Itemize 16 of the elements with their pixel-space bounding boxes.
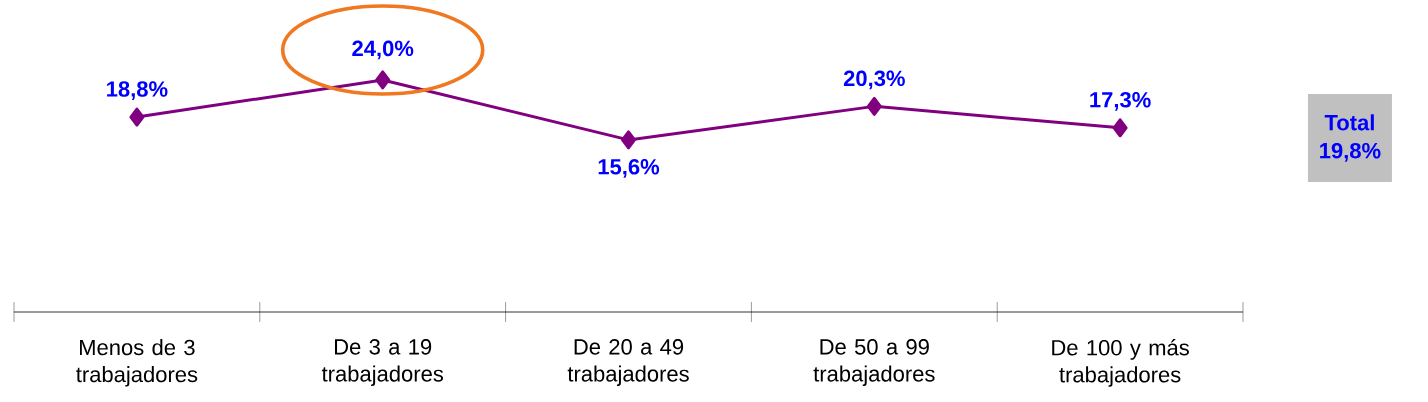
- data-label: 15,6%: [598, 159, 660, 178]
- data-label: 20,3%: [843, 70, 905, 90]
- point: [866, 96, 882, 116]
- x-tick-label: De 3 a 19 trabajadores: [321, 339, 444, 386]
- x-tick-label: De 100 y más trabajadores: [1052, 339, 1189, 387]
- point: [1112, 118, 1128, 138]
- data-label: 18,8%: [107, 81, 168, 101]
- text: Total 19,8%: [1320, 114, 1381, 162]
- data-label: 24,0%: [352, 40, 414, 60]
- point: [621, 130, 637, 150]
- point: [375, 70, 391, 90]
- x-tick-label: De 50 a 99 trabajadores: [813, 339, 935, 386]
- point: [129, 107, 145, 127]
- x-tick-label: Menos de 3 trabajadores: [76, 339, 198, 387]
- data-label: 17,3%: [1090, 91, 1151, 111]
- x-tick-label: De 20 a 49 trabajadores: [567, 339, 689, 386]
